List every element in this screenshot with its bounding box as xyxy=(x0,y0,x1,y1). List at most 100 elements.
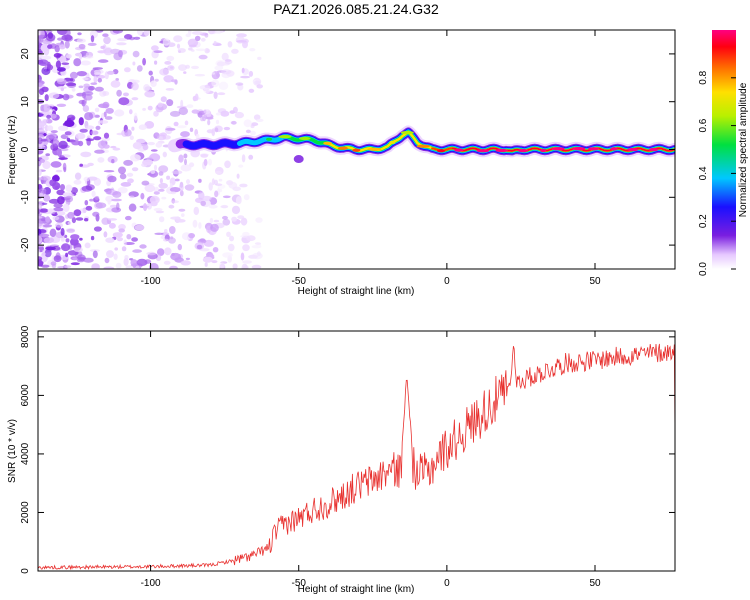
noise-blob xyxy=(227,41,233,48)
noise-blob xyxy=(184,158,187,166)
noise-blob xyxy=(255,217,263,223)
noise-blob xyxy=(38,113,44,117)
noise-blob xyxy=(97,140,106,149)
noise-blob xyxy=(103,231,108,238)
colorbar-ticks: 0.0 0.2 0.4 0.6 0.8 xyxy=(698,70,736,276)
noise-blob xyxy=(171,170,183,175)
noise-blob xyxy=(231,48,239,54)
noise-blob xyxy=(137,30,143,36)
noise-blob xyxy=(163,260,171,265)
noise-blob xyxy=(40,55,52,60)
noise-blob xyxy=(62,93,70,101)
noise-blob xyxy=(218,178,223,182)
noise-blob xyxy=(166,99,174,107)
noise-blob xyxy=(253,114,261,121)
noise-blob xyxy=(46,114,51,119)
noise-blob xyxy=(84,200,89,206)
figure-title: PAZ1.2026.085.21.24.G32 xyxy=(273,1,439,17)
spectrogram-xtick-label: -100 xyxy=(141,276,161,287)
noise-blob xyxy=(188,233,196,239)
noise-blob xyxy=(130,154,141,162)
noise-blob xyxy=(188,30,192,35)
ridge-knot xyxy=(540,148,547,153)
noise-blob xyxy=(118,97,130,106)
noise-blob xyxy=(48,198,60,204)
noise-blob xyxy=(48,92,60,99)
noise-blob xyxy=(77,254,86,261)
noise-blob xyxy=(165,127,176,131)
noise-blob xyxy=(92,67,104,70)
noise-blob xyxy=(49,228,57,237)
noise-blob xyxy=(42,119,49,123)
colorbar-tick-label: 0.0 xyxy=(698,262,709,276)
noise-blob xyxy=(112,232,123,238)
noise-blob xyxy=(110,48,121,55)
noise-blob xyxy=(39,145,46,148)
noise-blob xyxy=(46,125,54,132)
noise-blob xyxy=(97,157,105,163)
noise-blob xyxy=(67,211,75,219)
noise-blob xyxy=(215,112,221,116)
noise-blob xyxy=(80,60,91,66)
noise-blob xyxy=(243,119,252,128)
noise-blob xyxy=(120,182,132,187)
noise-blob xyxy=(40,175,51,181)
noise-blob xyxy=(52,182,61,190)
noise-blob xyxy=(38,59,49,66)
noise-blob xyxy=(97,120,109,124)
noise-blob xyxy=(211,260,218,264)
noise-blob xyxy=(170,252,182,261)
noise-blob xyxy=(105,188,112,195)
noise-blob xyxy=(90,235,95,241)
noise-blob xyxy=(103,36,111,45)
noise-blob xyxy=(154,78,159,82)
noise-blob xyxy=(198,222,202,229)
noise-blob xyxy=(170,66,174,69)
noise-blob xyxy=(150,170,156,174)
noise-blob xyxy=(108,222,116,229)
noise-blob xyxy=(229,235,235,242)
noise-blob xyxy=(146,251,157,256)
noise-blob xyxy=(47,44,53,49)
noise-blob xyxy=(191,65,199,70)
noise-blob xyxy=(73,247,83,253)
noise-blob xyxy=(216,61,225,67)
noise-blob xyxy=(113,253,118,260)
noise-blob xyxy=(213,219,220,223)
noise-blob xyxy=(53,207,64,212)
noise-blob xyxy=(75,132,86,140)
noise-blob xyxy=(51,263,57,269)
noise-blob xyxy=(59,55,67,63)
noise-blob xyxy=(246,235,256,242)
noise-blob xyxy=(126,234,132,240)
noise-blob xyxy=(63,166,67,173)
noise-blob xyxy=(159,216,165,223)
noise-blob xyxy=(164,247,172,256)
noise-blob xyxy=(245,129,251,134)
noise-blob xyxy=(159,68,170,76)
noise-blob xyxy=(178,208,186,212)
noise-blob xyxy=(177,48,186,53)
ridge-knot xyxy=(610,147,618,151)
noise-blob xyxy=(60,227,65,236)
noise-blob xyxy=(75,217,84,221)
noise-blob xyxy=(123,92,129,97)
noise-blob xyxy=(117,187,128,194)
noise-blob xyxy=(236,40,247,43)
ridge-knot xyxy=(648,148,659,152)
noise-blob xyxy=(206,225,212,233)
noise-blob xyxy=(83,97,87,106)
noise-blob xyxy=(82,91,86,99)
noise-blob xyxy=(38,123,46,126)
noise-blob xyxy=(166,55,175,62)
noise-blob xyxy=(241,263,248,269)
spectrogram-xtick-label: 0 xyxy=(444,276,450,287)
colorbar-tick-label: 0.6 xyxy=(698,118,709,132)
noise-blob xyxy=(123,257,129,266)
noise-blob xyxy=(148,70,153,76)
noise-blob xyxy=(241,154,246,163)
noise-blob xyxy=(142,159,154,166)
spectrogram-xtick-label: -50 xyxy=(291,276,306,287)
noise-blob xyxy=(177,243,182,251)
noise-blob xyxy=(208,30,215,35)
